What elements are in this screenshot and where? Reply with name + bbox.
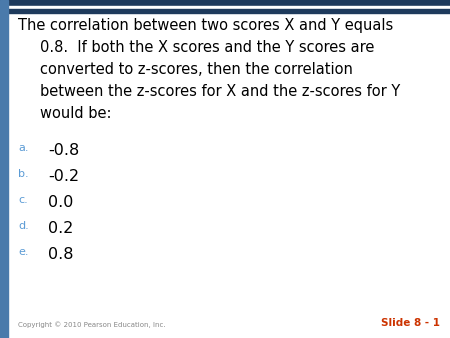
Bar — [0, 9, 450, 13]
Bar — [0, 0, 450, 6]
Text: a.: a. — [18, 143, 28, 153]
Text: d.: d. — [18, 221, 29, 231]
Text: converted to z-scores, then the correlation: converted to z-scores, then the correlat… — [40, 62, 353, 77]
Text: would be:: would be: — [40, 106, 112, 121]
Text: Slide 8 - 1: Slide 8 - 1 — [381, 318, 440, 328]
Bar — [0, 0, 8, 338]
Text: -0.8: -0.8 — [48, 143, 79, 158]
Text: -0.2: -0.2 — [48, 169, 79, 184]
Text: 0.8.  If both the X scores and the Y scores are: 0.8. If both the X scores and the Y scor… — [40, 40, 374, 55]
Text: 0.8: 0.8 — [48, 247, 73, 262]
Text: b.: b. — [18, 169, 29, 179]
Text: 0.0: 0.0 — [48, 195, 73, 210]
Text: 0.2: 0.2 — [48, 221, 73, 236]
Bar — [0, 6, 450, 9]
Text: between the z-scores for X and the z-scores for Y: between the z-scores for X and the z-sco… — [40, 84, 400, 99]
Text: Copyright © 2010 Pearson Education, Inc.: Copyright © 2010 Pearson Education, Inc. — [18, 321, 166, 328]
Text: The correlation between two scores X and Y equals: The correlation between two scores X and… — [18, 18, 393, 33]
Text: c.: c. — [18, 195, 28, 205]
Text: e.: e. — [18, 247, 28, 257]
